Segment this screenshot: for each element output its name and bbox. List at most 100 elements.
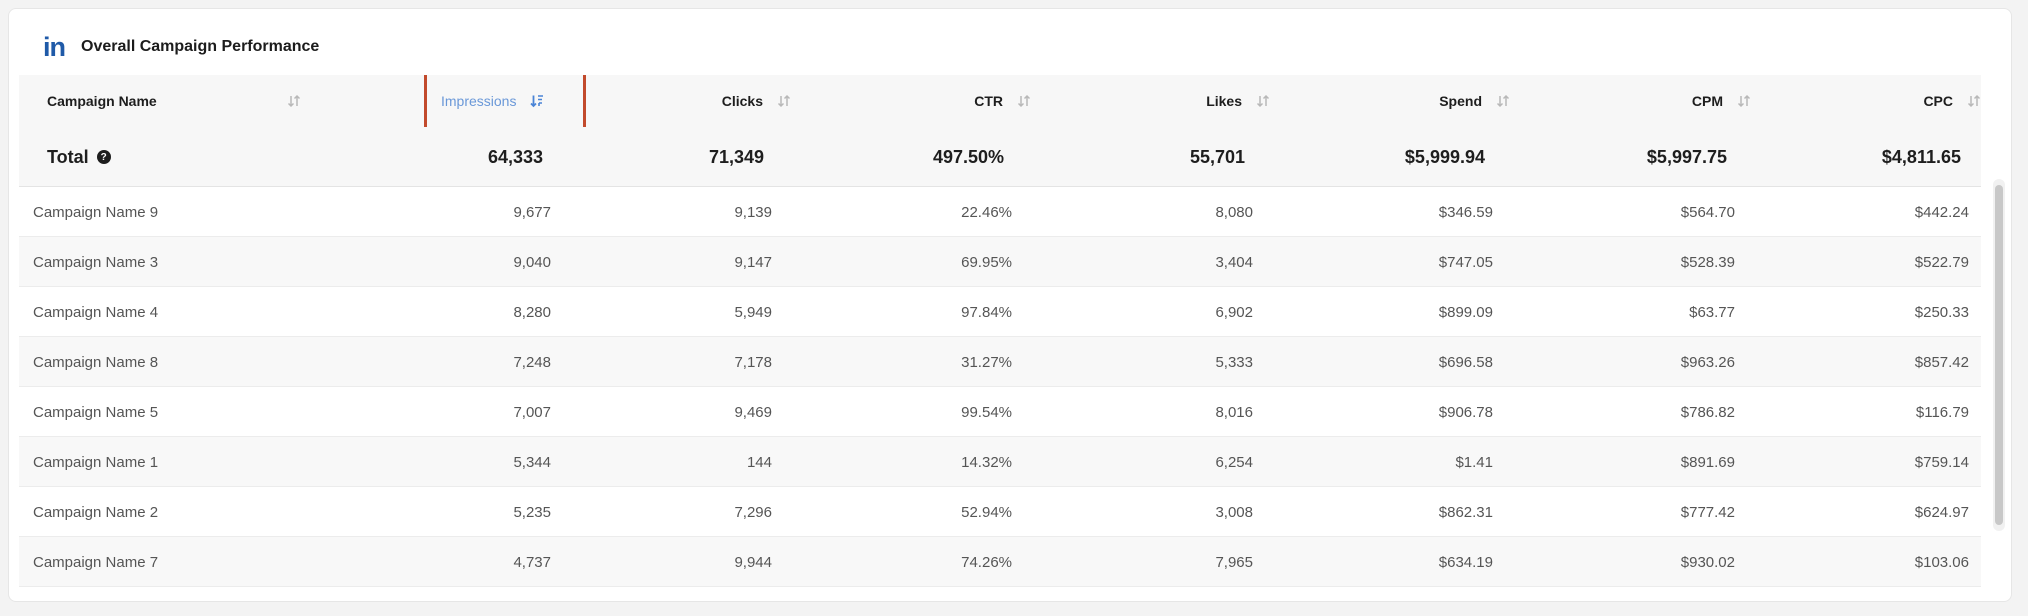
cell-cpm: $963.26 (1680, 353, 1735, 371)
table-row[interactable]: Campaign Name 8 7,248 7,178 31.27% 5,333 $696… (19, 337, 1981, 387)
cell-campaign-name: Campaign Name 7 (33, 553, 159, 571)
cell-spend: $862.31 (1438, 503, 1493, 521)
cell-ctr: 97.84% (961, 303, 1012, 321)
table-row[interactable]: Campaign Name 9 9,677 9,139 22.46% 8,080 $346… (19, 187, 1981, 237)
cell-clicks: 9,469 (734, 403, 772, 421)
sort-arrows-icon[interactable] (287, 94, 301, 108)
cell-campaign-name: Campaign Name 2 (33, 503, 159, 521)
sort-arrows-icon[interactable] (1017, 94, 1031, 108)
cell-impressions: 7,007 (513, 403, 551, 421)
sort-arrows-icon[interactable] (1967, 94, 1981, 108)
cell-likes: 7,965 (1215, 553, 1253, 571)
cell-clicks: 9,139 (734, 203, 772, 221)
table-row[interactable]: Campaign Name 2 5,235 7,296 52.94% 3,008 $862… (19, 487, 1981, 537)
cell-impressions: 4,737 (513, 553, 551, 571)
cell-cpm: $63.77 (1689, 303, 1735, 321)
cell-ctr: 22.46% (961, 203, 1012, 221)
cell-cpm: $528.39 (1680, 253, 1735, 271)
column-header-spend[interactable]: Spend (1439, 75, 1510, 127)
cell-spend: $634.19 (1438, 553, 1493, 571)
column-header-clicks[interactable]: Clicks (722, 75, 791, 127)
cell-clicks: 9,944 (734, 553, 772, 571)
cell-cpc: $103.06 (1914, 553, 1969, 571)
column-header-impressions[interactable]: Impressions (441, 75, 544, 127)
cell-likes: 3,404 (1215, 253, 1253, 271)
table-row[interactable]: Campaign Name 5 7,007 9,469 99.54% 8,016 $906… (19, 387, 1981, 437)
cell-cpm: $786.82 (1680, 403, 1735, 421)
cell-clicks: 7,296 (734, 503, 772, 521)
column-header-campaign-name[interactable]: Campaign Name (47, 93, 157, 109)
column-header-cpc[interactable]: CPC (1923, 75, 1981, 127)
cell-campaign-name: Campaign Name 5 (33, 403, 159, 421)
cell-ctr: 31.27% (961, 353, 1012, 371)
cell-clicks: 9,147 (734, 253, 772, 271)
sort-arrows-icon[interactable] (1496, 94, 1510, 108)
cell-spend: $747.05 (1438, 253, 1493, 271)
cell-cpc: $624.97 (1914, 503, 1969, 521)
linkedin-logo: in (43, 31, 66, 62)
cell-likes: 8,016 (1215, 403, 1253, 421)
sort-arrows-icon[interactable] (777, 94, 791, 108)
table-body: Campaign Name 9 9,677 9,139 22.46% 8,080 $346… (19, 187, 1981, 601)
cell-impressions: 9,677 (513, 203, 551, 221)
cell-ctr: 69.95% (961, 253, 1012, 271)
cell-clicks: 7,178 (734, 353, 772, 371)
cell-impressions: 5,235 (513, 503, 551, 521)
total-spend: $5,999.94 (1404, 146, 1485, 167)
table-header-row: Campaign Name Impressions Clicks CTR (19, 75, 1981, 132)
total-impressions: 64,333 (487, 146, 543, 167)
scrollbar-thumb[interactable] (1995, 185, 2003, 525)
cell-likes: 3,008 (1215, 503, 1253, 521)
cell-spend: $1.41 (1455, 453, 1493, 471)
cell-impressions: 5,344 (513, 453, 551, 471)
column-header-ctr[interactable]: CTR (974, 75, 1031, 127)
cell-spend: $906.78 (1438, 403, 1493, 421)
cell-cpc: $442.24 (1914, 203, 1969, 221)
cell-cpc: $116.79 (1915, 403, 1969, 421)
sort-arrows-icon[interactable] (1737, 94, 1751, 108)
total-row: Total ? 64,333 71,349 497.50% 55,701 $5,… (19, 127, 1981, 187)
cell-likes: 8,080 (1215, 203, 1253, 221)
cell-ctr: 14.32% (961, 453, 1012, 471)
cell-spend: $696.58 (1438, 353, 1493, 371)
cell-cpc: $522.79 (1914, 253, 1969, 271)
sort-descending-icon[interactable] (530, 94, 544, 108)
table-row[interactable]: Campaign Name 7 4,737 9,944 74.26% 7,965 $634… (19, 537, 1981, 587)
table-row[interactable]: Campaign Name 4 8,280 5,949 97.84% 6,902 $899… (19, 287, 1981, 337)
cell-clicks: 5,949 (734, 303, 772, 321)
cell-campaign-name: Campaign Name 3 (33, 253, 159, 271)
cell-campaign-name: Campaign Name 1 (33, 453, 159, 471)
cell-likes: 6,902 (1215, 303, 1253, 321)
table-row[interactable]: Campaign Name 3 9,040 9,147 69.95% 3,404 $747… (19, 237, 1981, 287)
cell-likes: 6,254 (1215, 453, 1253, 471)
cell-cpc: $759.14 (1914, 453, 1969, 471)
cell-cpc: $857.42 (1914, 353, 1969, 371)
total-cpm: $5,997.75 (1646, 146, 1727, 167)
total-cpc: $4,811.65 (1881, 146, 1961, 167)
sort-arrows-icon[interactable] (1256, 94, 1270, 108)
card-title: Overall Campaign Performance (81, 38, 320, 55)
help-icon[interactable]: ? (96, 150, 111, 164)
cell-spend: $346.59 (1438, 203, 1493, 221)
cell-ctr: 99.54% (961, 403, 1012, 421)
cell-campaign-name: Campaign Name 4 (33, 303, 159, 321)
column-header-likes[interactable]: Likes (1206, 75, 1270, 127)
vertical-scrollbar[interactable] (1993, 179, 2005, 531)
card-header: in Overall Campaign Performance (43, 29, 319, 65)
cell-cpm: $777.42 (1680, 503, 1735, 521)
cell-impressions: 7,248 (513, 353, 551, 371)
total-ctr: 497.50% (932, 146, 1004, 167)
cell-spend: $899.09 (1438, 303, 1493, 321)
cell-cpm: $891.69 (1680, 453, 1735, 471)
cell-cpm: $930.02 (1680, 553, 1735, 571)
table-row[interactable]: Campaign Name 1 5,344 144 14.32% 6,254 $1.41 $… (19, 437, 1981, 487)
campaign-performance-card: in Overall Campaign Performance Campaign… (8, 8, 2012, 602)
column-header-cpm[interactable]: CPM (1692, 75, 1751, 127)
cell-ctr: 52.94% (961, 503, 1012, 521)
total-label-cell: Total ? (47, 127, 111, 187)
campaign-table: Campaign Name Impressions Clicks CTR (19, 75, 1981, 601)
cell-impressions: 8,280 (513, 303, 551, 321)
cell-ctr: 74.26% (961, 553, 1012, 571)
cell-cpm: $564.70 (1680, 203, 1735, 221)
cell-likes: 5,333 (1215, 353, 1253, 371)
